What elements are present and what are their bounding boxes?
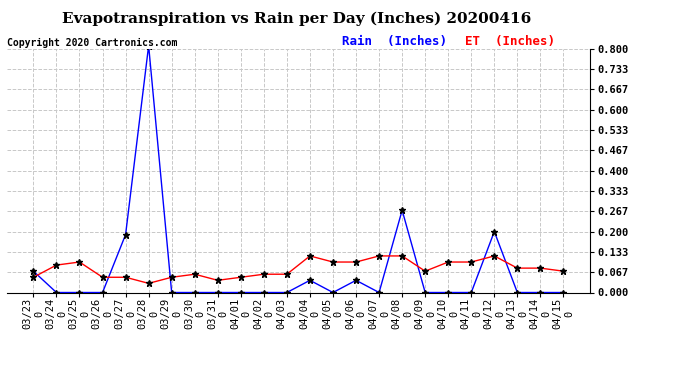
- Text: Copyright 2020 Cartronics.com: Copyright 2020 Cartronics.com: [7, 38, 177, 48]
- Text: ET  (Inches): ET (Inches): [464, 34, 555, 48]
- Text: Evapotranspiration vs Rain per Day (Inches) 20200416: Evapotranspiration vs Rain per Day (Inch…: [62, 12, 531, 26]
- Text: Rain  (Inches): Rain (Inches): [342, 34, 447, 48]
